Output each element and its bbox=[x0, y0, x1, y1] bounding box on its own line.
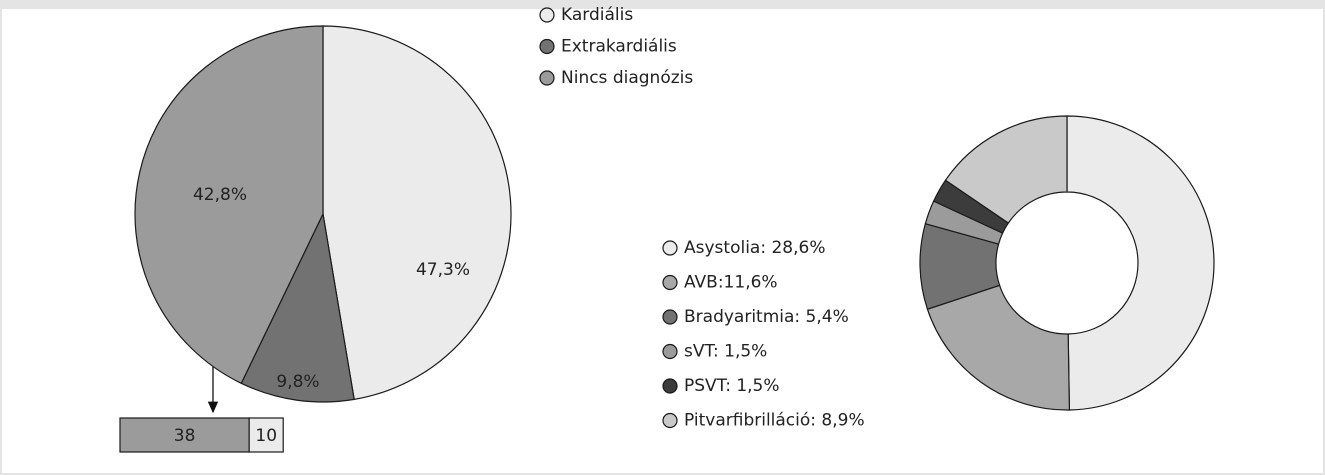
donut-slice bbox=[1066, 115, 1215, 411]
donut-slice bbox=[926, 284, 1071, 411]
legend-marker bbox=[539, 7, 555, 23]
bar-segment bbox=[119, 417, 250, 453]
legend-marker bbox=[662, 378, 678, 394]
bar-segment bbox=[248, 417, 284, 453]
slice-label: 42,8% bbox=[193, 185, 247, 205]
legend-label: Pitvarfibrilláció: 8,9% bbox=[684, 411, 865, 431]
legend-label: Extrakardiális bbox=[561, 37, 677, 57]
legend-marker bbox=[662, 412, 678, 429]
legend-marker bbox=[662, 309, 678, 325]
donut-slice bbox=[944, 115, 1068, 224]
legend-marker bbox=[662, 274, 678, 291]
pie-slice bbox=[322, 25, 512, 401]
legend-marker bbox=[662, 240, 678, 256]
top-band bbox=[0, 0, 1325, 8]
legend-label: Bradyaritmia: 5,4% bbox=[684, 307, 849, 327]
legend-marker bbox=[662, 343, 678, 360]
frame bbox=[0, 7, 1325, 475]
bar-label: 38 bbox=[174, 426, 196, 446]
legend-label: Asystolia: 28,6% bbox=[684, 238, 825, 258]
legend-marker bbox=[539, 70, 555, 86]
legend-label: Nincs diagnózis bbox=[561, 68, 693, 88]
bar-label: 10 bbox=[255, 426, 277, 446]
legend-label: Kardiális bbox=[561, 5, 633, 25]
legend-label: sVT: 1,5% bbox=[684, 342, 767, 362]
legend-label: AVB:11,6% bbox=[684, 273, 778, 293]
pie-slice bbox=[240, 212, 355, 403]
slice-label: 47,3% bbox=[416, 260, 470, 280]
slice-label: 9,8% bbox=[276, 372, 319, 392]
legend-marker bbox=[539, 38, 555, 55]
legend-label: PSVT: 1,5% bbox=[684, 376, 780, 396]
pie-slice bbox=[134, 25, 324, 385]
